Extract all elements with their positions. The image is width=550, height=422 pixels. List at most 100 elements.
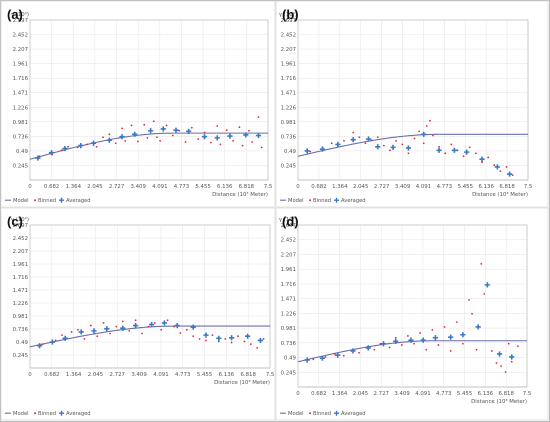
binned-point [425, 125, 428, 127]
x-tick-label: 2.727 [374, 391, 389, 397]
y-tick-label: 2.697 [13, 18, 28, 24]
binned-point [96, 335, 99, 338]
averaged-point [365, 136, 372, 142]
averaged-point [78, 329, 84, 335]
binned-point [505, 166, 508, 168]
legend-averaged-swatch [334, 197, 339, 203]
legend-binned-label: Binned [38, 411, 56, 417]
binned-point [198, 337, 201, 340]
binned-point [192, 335, 195, 338]
legend-model-label: Model [13, 198, 29, 204]
averaged-point [91, 328, 97, 334]
x-tick-label: 7.5 [524, 184, 533, 190]
binned-point [468, 299, 470, 301]
averaged-point [460, 332, 466, 338]
x-tick-label: 4.091 [153, 372, 168, 378]
x-tick-label: 5.455 [458, 184, 473, 190]
x-tick-label: 7.5 [523, 391, 532, 397]
binned-point [389, 149, 391, 152]
binned-point [413, 137, 416, 140]
averaged-point [350, 348, 356, 354]
binned-point [67, 145, 69, 148]
binned-point [428, 119, 431, 122]
binned-point [413, 342, 415, 345]
averaged-point [186, 128, 192, 134]
averaged-point [243, 132, 249, 138]
binned-point [480, 262, 483, 265]
x-tick-label: 2.727 [109, 184, 124, 190]
binned-point [395, 139, 398, 142]
y-tick-label: 0.245 [13, 163, 28, 169]
averaged-point [161, 320, 167, 326]
averaged-point [255, 132, 262, 139]
binned-point [95, 145, 98, 148]
binned-point [309, 150, 312, 153]
averaged-point [104, 326, 110, 332]
binned-point [115, 325, 118, 328]
binned-point [89, 324, 92, 327]
binned-point [224, 337, 227, 340]
y-tick-label: 1.961 [13, 262, 28, 268]
plot-area [297, 19, 529, 181]
x-tick-label: 6.818 [498, 391, 514, 397]
binned-point [211, 334, 214, 337]
y-tick-label: 2.207 [281, 47, 296, 53]
binned-point [312, 358, 315, 361]
averaged-point [432, 335, 438, 341]
y-tick-label: 2.207 [13, 47, 28, 53]
x-tick-label: 6.818 [499, 184, 515, 190]
legend-model-label: Model [13, 411, 29, 417]
legend-binned-swatch [309, 412, 311, 415]
binned-point [160, 328, 163, 331]
x-tick-label: 5.455 [457, 391, 472, 397]
binned-point [324, 356, 327, 358]
binned-point [490, 350, 493, 352]
binned-point [77, 328, 79, 331]
x-tick-label: 0.682 [44, 184, 59, 190]
y-tick-label: 1.716 [281, 282, 297, 288]
y-tick-label: 1.961 [281, 62, 296, 68]
averaged-point [90, 140, 97, 146]
y-tick-label: 0.245 [281, 163, 296, 169]
binned-point [249, 343, 252, 346]
x-tick-label: 4.091 [152, 184, 167, 190]
y-tick-label: 2.452 [281, 33, 296, 39]
averaged-point [507, 171, 513, 177]
averaged-point [319, 355, 326, 361]
averaged-point [48, 150, 55, 156]
panel-label: (b) [282, 7, 299, 22]
binned-point [141, 332, 143, 335]
y-axis-label: γ (10²) [11, 216, 29, 223]
legend-averaged-swatch [334, 410, 339, 416]
binned-point [83, 337, 86, 340]
binned-point [456, 149, 459, 152]
x-tick-label: 5.455 [195, 184, 210, 190]
binned-point [102, 136, 104, 139]
averaged-point [160, 126, 166, 132]
y-tick-label: 2.452 [13, 236, 28, 242]
x-tick-label: 1.364 [66, 184, 82, 190]
binned-point [487, 156, 490, 159]
x-tick-label: 3.409 [394, 391, 410, 397]
binned-point [54, 339, 57, 342]
y-tick-label: 0.49 [16, 149, 29, 155]
y-tick-label: 0.736 [281, 134, 297, 140]
y-tick-label: 2.207 [281, 252, 296, 258]
binned-point [76, 146, 79, 149]
x-tick-label: 4.091 [415, 391, 430, 397]
averaged-point [496, 351, 503, 357]
binned-point [422, 142, 425, 145]
y-tick-label: 2.697 [13, 223, 28, 229]
legend-binned-swatch [309, 199, 311, 202]
x-tick-label: 0.682 [311, 391, 326, 397]
plot-area [29, 19, 269, 181]
averaged-point [257, 337, 263, 344]
averaged-point [147, 128, 154, 134]
binned-point [455, 321, 458, 324]
binned-point [136, 140, 139, 143]
averaged-point [380, 341, 387, 347]
legend-binned-swatch [34, 199, 36, 202]
x-tick-label: 2.727 [110, 372, 125, 378]
legend-binned-label: Binned [313, 198, 331, 204]
